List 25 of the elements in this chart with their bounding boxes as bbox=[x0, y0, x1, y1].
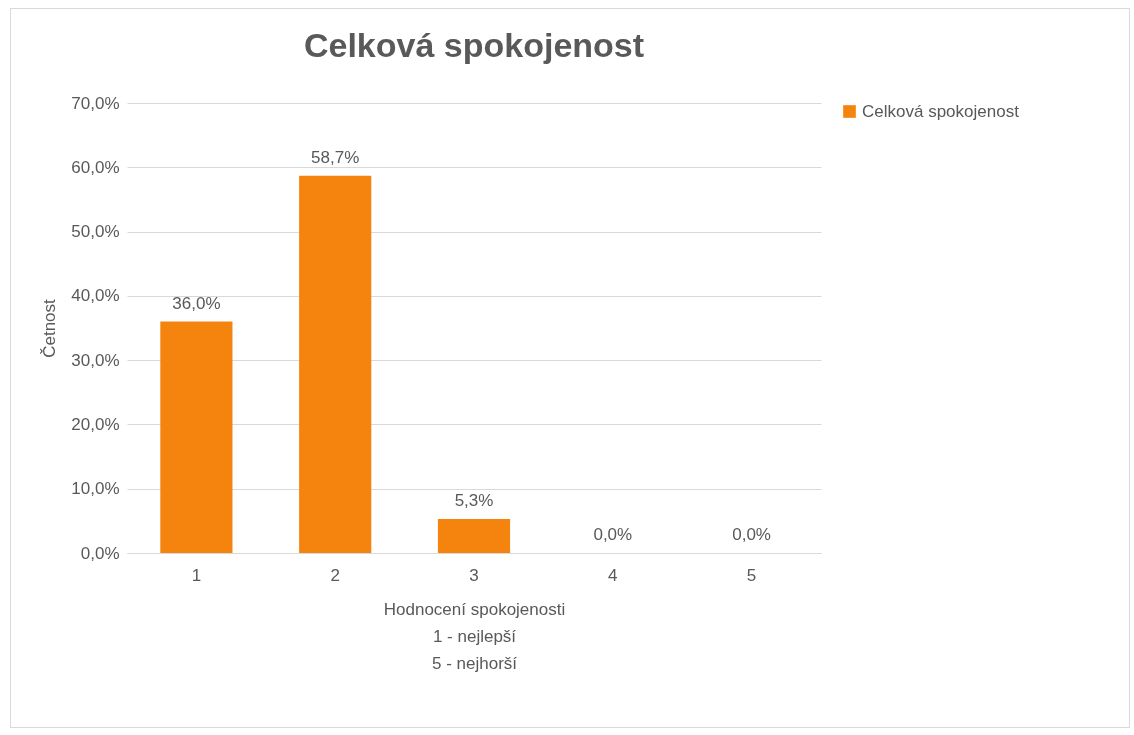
x-tick-label: 5 bbox=[746, 565, 757, 585]
data-label: 58,7% bbox=[311, 147, 360, 167]
bar bbox=[437, 518, 511, 553]
y-tick-label: 10,0% bbox=[71, 479, 120, 499]
data-label: 0,0% bbox=[593, 525, 633, 544]
y-tick-label: 40,0% bbox=[71, 286, 120, 306]
legend-label: Celková spokojenost bbox=[862, 101, 1020, 121]
x-axis-title: Hodnocení spokojenosti 1 - nejlepší 5 - nejhorší bbox=[383, 599, 566, 673]
x-tick-label: 2 bbox=[330, 565, 340, 585]
x-tick-label: 4 bbox=[608, 565, 618, 585]
y-tick-label: 50,0% bbox=[71, 222, 120, 242]
y-tick-label: 70,0% bbox=[71, 93, 120, 113]
chart-title: Celková spokojenost bbox=[303, 26, 645, 64]
bar bbox=[299, 175, 372, 553]
x-tick-label: 3 bbox=[469, 565, 479, 585]
y-tick-label: 30,0% bbox=[71, 350, 120, 370]
data-label: 5,3% bbox=[454, 490, 494, 510]
y-tick-label: 60,0% bbox=[71, 157, 120, 177]
y-tick-label: 0,0% bbox=[80, 543, 120, 563]
data-label: 36,0% bbox=[172, 293, 221, 313]
y-tick-label: 20,0% bbox=[71, 414, 120, 434]
bar bbox=[160, 321, 233, 553]
y-axis-title: Četnost bbox=[40, 298, 60, 358]
x-tick-label: 1 bbox=[191, 565, 202, 585]
data-label: 0,0% bbox=[732, 525, 771, 544]
